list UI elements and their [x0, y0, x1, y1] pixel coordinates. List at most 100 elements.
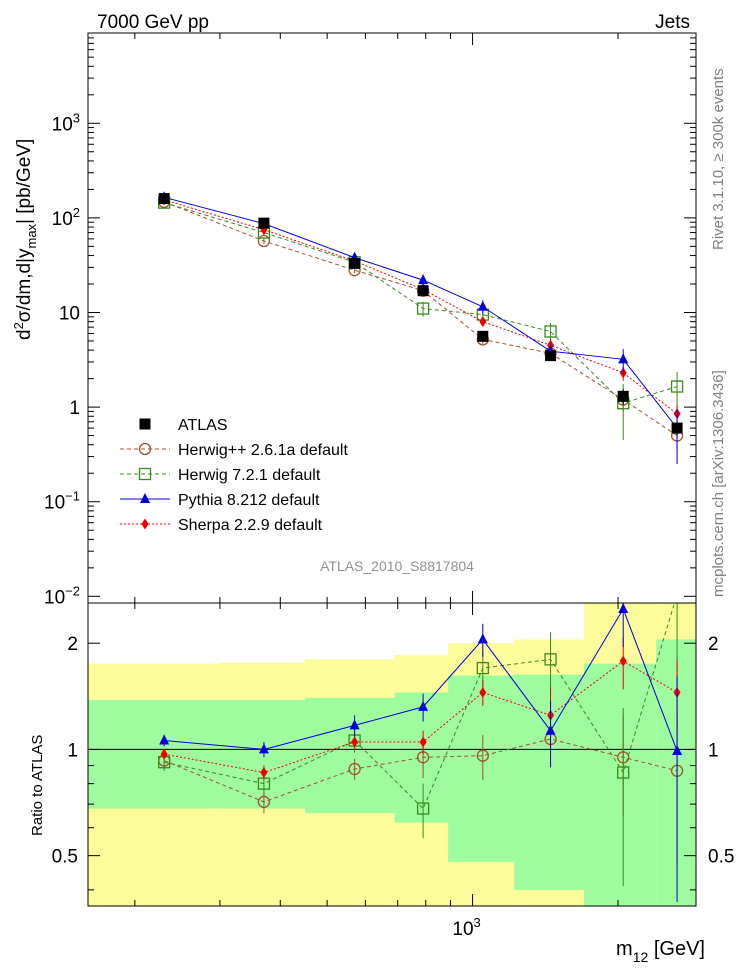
legend-marker-atlas	[139, 418, 151, 430]
legend-marker-pythia	[140, 493, 150, 503]
point-atlas-5	[545, 350, 557, 362]
point-pythia-4	[477, 300, 488, 311]
ratio-line-sherpa	[164, 660, 678, 774]
band-inner-3	[394, 692, 449, 823]
ratio-series-pythia	[159, 603, 683, 902]
ratio-point-pythia-0	[159, 734, 170, 745]
ratio-point-herwig-2	[348, 762, 361, 776]
ratio-point-pythia-5	[545, 724, 556, 735]
series-pythia	[159, 191, 683, 465]
legend-entry-pythia: Pythia 8.212 default	[120, 492, 320, 509]
point-atlas-3	[417, 285, 429, 297]
ratio-series-herwig7	[158, 589, 683, 887]
ratio-point-herwig7-6	[617, 766, 630, 779]
point-herwig7-7	[670, 380, 684, 393]
point-atlas-0	[158, 193, 170, 205]
header-right: Jets	[655, 12, 690, 33]
header-left: 7000 GeV pp	[97, 12, 209, 33]
main-ytick-label-3: 10	[59, 303, 80, 324]
ratio-point-herwig7-5	[544, 653, 557, 666]
band-inner-5	[514, 674, 584, 890]
ratio-y-axis-label: Ratio to ATLAS	[29, 735, 46, 836]
point-herwig7-5	[544, 325, 557, 338]
band-inner-2	[305, 697, 395, 814]
main-data	[158, 191, 684, 465]
point-pythia-6	[618, 353, 629, 364]
series-line-sherpa	[164, 199, 678, 415]
main-ytick-label-2: 1	[69, 398, 80, 419]
ratio-point-herwig7-7	[672, 589, 683, 600]
legend-entry-atlas: ATLAS	[139, 417, 228, 434]
point-herwig7-3	[416, 302, 430, 315]
main-ytick-label-1: 10−1	[44, 489, 80, 514]
band-inner-1	[219, 700, 306, 809]
ratio-point-pythia-4	[477, 633, 488, 644]
ratio-ytick-label-right-0: 0.5	[708, 847, 734, 868]
main-ytick-label-0: 10−2	[44, 583, 80, 608]
legend-label-atlas: ATLAS	[178, 417, 228, 434]
point-atlas-4	[477, 330, 489, 342]
ratio-ytick-label-left-2: 2	[67, 634, 78, 655]
ratio-point-sherpa-2	[351, 736, 359, 748]
ratio-point-pythia-7	[672, 744, 683, 755]
ratio-point-herwig7-4	[476, 661, 489, 675]
ratio-point-sherpa-6	[619, 655, 627, 667]
x-axis-label: m12 [GeV]	[616, 938, 705, 965]
ratio-frame	[87, 602, 697, 907]
series-line-pythia	[164, 196, 678, 429]
band-inner-7	[656, 639, 696, 906]
uncertainty-bands	[88, 603, 696, 906]
band-inner-0	[88, 700, 220, 809]
series-line-herwig	[163, 201, 678, 437]
ratio-point-herwig-1	[257, 795, 271, 809]
ratio-point-pythia-1	[258, 743, 269, 754]
rivet-version-label: Rivet 3.1.10, ≥ 300k events	[710, 68, 727, 250]
legend-entry-herwig7: Herwig 7.2.1 default	[120, 467, 321, 484]
band-inner-6	[583, 663, 657, 906]
ratio-line-pythia	[164, 607, 678, 752]
legend: ATLAS Herwig++ 2.6.1a default Herwig 7.2.1…	[120, 417, 348, 534]
series-atlas	[158, 193, 683, 436]
ratio-point-sherpa-4	[479, 686, 487, 698]
ratio-point-sherpa-3	[419, 736, 427, 748]
mcplots-label: mcplots.cern.ch [arXiv:1306.3436]	[710, 370, 727, 597]
series-sherpa	[160, 194, 681, 425]
legend-marker-herwig	[138, 442, 152, 456]
legend-entry-sherpa: Sherpa 2.2.9 default	[120, 517, 323, 534]
legend-label-herwig7: Herwig 7.2.1 default	[178, 467, 321, 484]
legend-entry-herwig: Herwig++ 2.6.1a default	[120, 442, 348, 459]
analysis-label: ATLAS_2010_S8817804	[320, 558, 474, 574]
x-tick-label-0: 103	[452, 915, 480, 940]
ratio-line-herwig7	[164, 603, 676, 810]
ratio-ytick-label-left-0: 0.5	[52, 847, 78, 868]
ratio-point-pythia-2	[349, 719, 360, 730]
legend-marker-sherpa	[141, 518, 149, 530]
legend-marker-herwig7	[138, 467, 152, 481]
point-sherpa-4	[479, 316, 487, 328]
legend-label-sherpa: Sherpa 2.2.9 default	[178, 517, 323, 534]
ratio-ytick-label-right-2: 2	[708, 634, 719, 655]
main-y-axis-label: d2σ/dm,d|ymax| [pb/GeV]	[11, 139, 39, 340]
ratio-point-pythia-6	[618, 603, 629, 614]
ratio-ytick-label-right-1: 1	[708, 740, 719, 761]
point-atlas-2	[349, 257, 361, 269]
ratio-data	[158, 589, 684, 902]
ratio-point-sherpa-1	[260, 767, 268, 779]
band-inner-4	[448, 675, 515, 862]
ratio-point-pythia-3	[418, 700, 429, 711]
series-line-herwig7	[164, 202, 678, 404]
series-herwig7	[158, 196, 684, 440]
main-panel: 10−2 10−1 1 10 102 103	[44, 32, 697, 608]
ratio-point-herwig7-3	[416, 802, 430, 815]
main-ytick-label-4: 102	[52, 205, 80, 230]
ratio-point-sherpa-0	[160, 748, 168, 760]
point-atlas-1	[258, 217, 270, 229]
ratio-ytick-label-left-1: 1	[67, 740, 78, 761]
point-atlas-6	[617, 390, 629, 402]
legend-label-pythia: Pythia 8.212 default	[178, 492, 320, 509]
series-herwig	[158, 195, 684, 451]
ratio-panel: 0.5 0.5 1 1 2 2 103	[52, 589, 734, 940]
main-ytick-label-5: 103	[52, 110, 80, 135]
legend-label-herwig: Herwig++ 2.6.1a default	[178, 442, 348, 459]
